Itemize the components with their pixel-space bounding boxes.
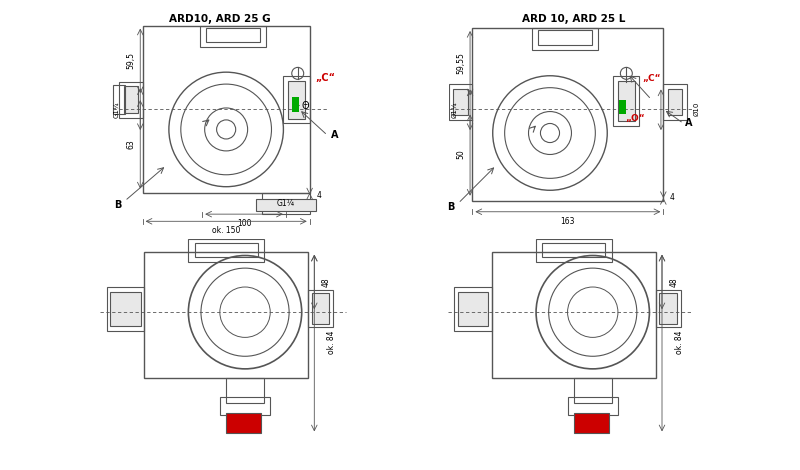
Text: ARD 10, ARD 25 L: ARD 10, ARD 25 L — [522, 14, 626, 24]
Bar — [206, 28, 259, 42]
Bar — [656, 290, 681, 327]
Bar — [454, 287, 492, 331]
Bar — [226, 378, 264, 403]
Text: ok. 150: ok. 150 — [212, 226, 240, 235]
Bar — [532, 28, 598, 49]
Text: G1¼: G1¼ — [277, 199, 295, 208]
Bar — [283, 76, 310, 124]
Bar — [288, 80, 305, 119]
Bar — [473, 28, 663, 201]
Bar — [142, 26, 310, 193]
Text: 48: 48 — [670, 277, 678, 287]
Bar — [106, 287, 144, 331]
Text: B: B — [114, 200, 121, 210]
Bar — [619, 100, 626, 114]
Text: 59,55: 59,55 — [456, 52, 465, 74]
Bar — [538, 31, 592, 45]
Bar — [188, 239, 264, 262]
Bar — [542, 243, 606, 257]
Bar — [194, 243, 258, 257]
Bar — [659, 293, 677, 323]
Bar — [614, 76, 639, 126]
Bar — [226, 413, 262, 433]
Bar — [312, 293, 330, 323]
Bar — [123, 86, 138, 113]
Text: ok. 84: ok. 84 — [327, 331, 336, 354]
Bar — [492, 252, 656, 378]
Bar — [618, 80, 634, 121]
Bar — [220, 397, 270, 415]
Bar — [668, 89, 682, 115]
Bar — [574, 378, 612, 403]
Bar — [292, 97, 299, 111]
Text: 59,5: 59,5 — [126, 52, 135, 69]
Bar — [449, 84, 473, 120]
Bar — [262, 193, 310, 214]
Text: Ø1¼: Ø1¼ — [451, 101, 458, 118]
Text: 50: 50 — [456, 149, 465, 159]
Text: B: B — [447, 202, 454, 212]
Bar — [458, 292, 488, 326]
Text: „C“: „C“ — [316, 73, 336, 83]
Text: A: A — [331, 130, 338, 141]
Text: Ø10: Ø10 — [693, 102, 699, 117]
Text: 63: 63 — [126, 139, 135, 149]
Text: „O“: „O“ — [625, 114, 645, 123]
Text: ok. 84: ok. 84 — [674, 331, 683, 354]
Text: 163: 163 — [561, 217, 575, 226]
Bar — [110, 292, 141, 326]
Bar — [574, 413, 609, 433]
Text: 100: 100 — [237, 219, 251, 228]
Text: A: A — [685, 118, 692, 128]
Text: Θ: Θ — [302, 101, 309, 110]
Bar — [663, 84, 687, 120]
Bar — [144, 252, 308, 378]
Text: 4: 4 — [317, 190, 322, 200]
Bar — [454, 89, 468, 115]
Text: „C“: „C“ — [642, 74, 660, 83]
Bar — [308, 290, 333, 327]
Bar — [256, 199, 316, 211]
Bar — [113, 85, 125, 114]
Bar — [567, 397, 618, 415]
Bar — [200, 26, 266, 47]
Text: G1¼: G1¼ — [114, 101, 119, 118]
Text: 4: 4 — [670, 193, 674, 202]
Bar — [536, 239, 612, 262]
Text: 48: 48 — [322, 277, 331, 287]
Text: ARD10, ARD 25 G: ARD10, ARD 25 G — [170, 14, 271, 24]
Bar — [118, 82, 142, 118]
